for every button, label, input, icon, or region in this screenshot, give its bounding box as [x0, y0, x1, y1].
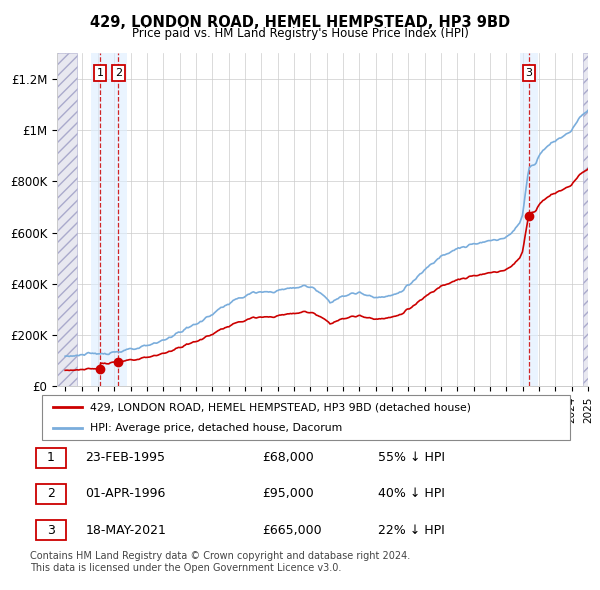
Text: 3: 3 [526, 68, 532, 78]
Bar [583, 53, 588, 386]
Text: 40% ↓ HPI: 40% ↓ HPI [378, 487, 445, 500]
Text: 18-MAY-2021: 18-MAY-2021 [85, 523, 166, 536]
Text: 23-FEB-1995: 23-FEB-1995 [85, 451, 165, 464]
Text: 2: 2 [115, 68, 122, 78]
Bar [57, 53, 77, 386]
Text: 1: 1 [97, 68, 104, 78]
Text: 1: 1 [47, 451, 55, 464]
FancyBboxPatch shape [42, 395, 570, 440]
FancyBboxPatch shape [35, 520, 66, 540]
Text: HPI: Average price, detached house, Dacorum: HPI: Average price, detached house, Daco… [89, 422, 342, 432]
Text: £95,000: £95,000 [262, 487, 314, 500]
Bar [109, 53, 127, 386]
Bar [520, 53, 538, 386]
Text: 22% ↓ HPI: 22% ↓ HPI [378, 523, 445, 536]
Text: 429, LONDON ROAD, HEMEL HEMPSTEAD, HP3 9BD (detached house): 429, LONDON ROAD, HEMEL HEMPSTEAD, HP3 9… [89, 402, 470, 412]
Text: 3: 3 [47, 523, 55, 536]
Text: 55% ↓ HPI: 55% ↓ HPI [378, 451, 445, 464]
Text: Contains HM Land Registry data © Crown copyright and database right 2024.
This d: Contains HM Land Registry data © Crown c… [30, 551, 410, 573]
FancyBboxPatch shape [35, 448, 66, 468]
Text: £68,000: £68,000 [262, 451, 314, 464]
Text: 429, LONDON ROAD, HEMEL HEMPSTEAD, HP3 9BD: 429, LONDON ROAD, HEMEL HEMPSTEAD, HP3 9… [90, 15, 510, 30]
Text: £665,000: £665,000 [262, 523, 322, 536]
Text: Price paid vs. HM Land Registry's House Price Index (HPI): Price paid vs. HM Land Registry's House … [131, 27, 469, 40]
Text: 01-APR-1996: 01-APR-1996 [85, 487, 166, 500]
FancyBboxPatch shape [35, 484, 66, 504]
Bar [91, 53, 109, 386]
Text: 2: 2 [47, 487, 55, 500]
